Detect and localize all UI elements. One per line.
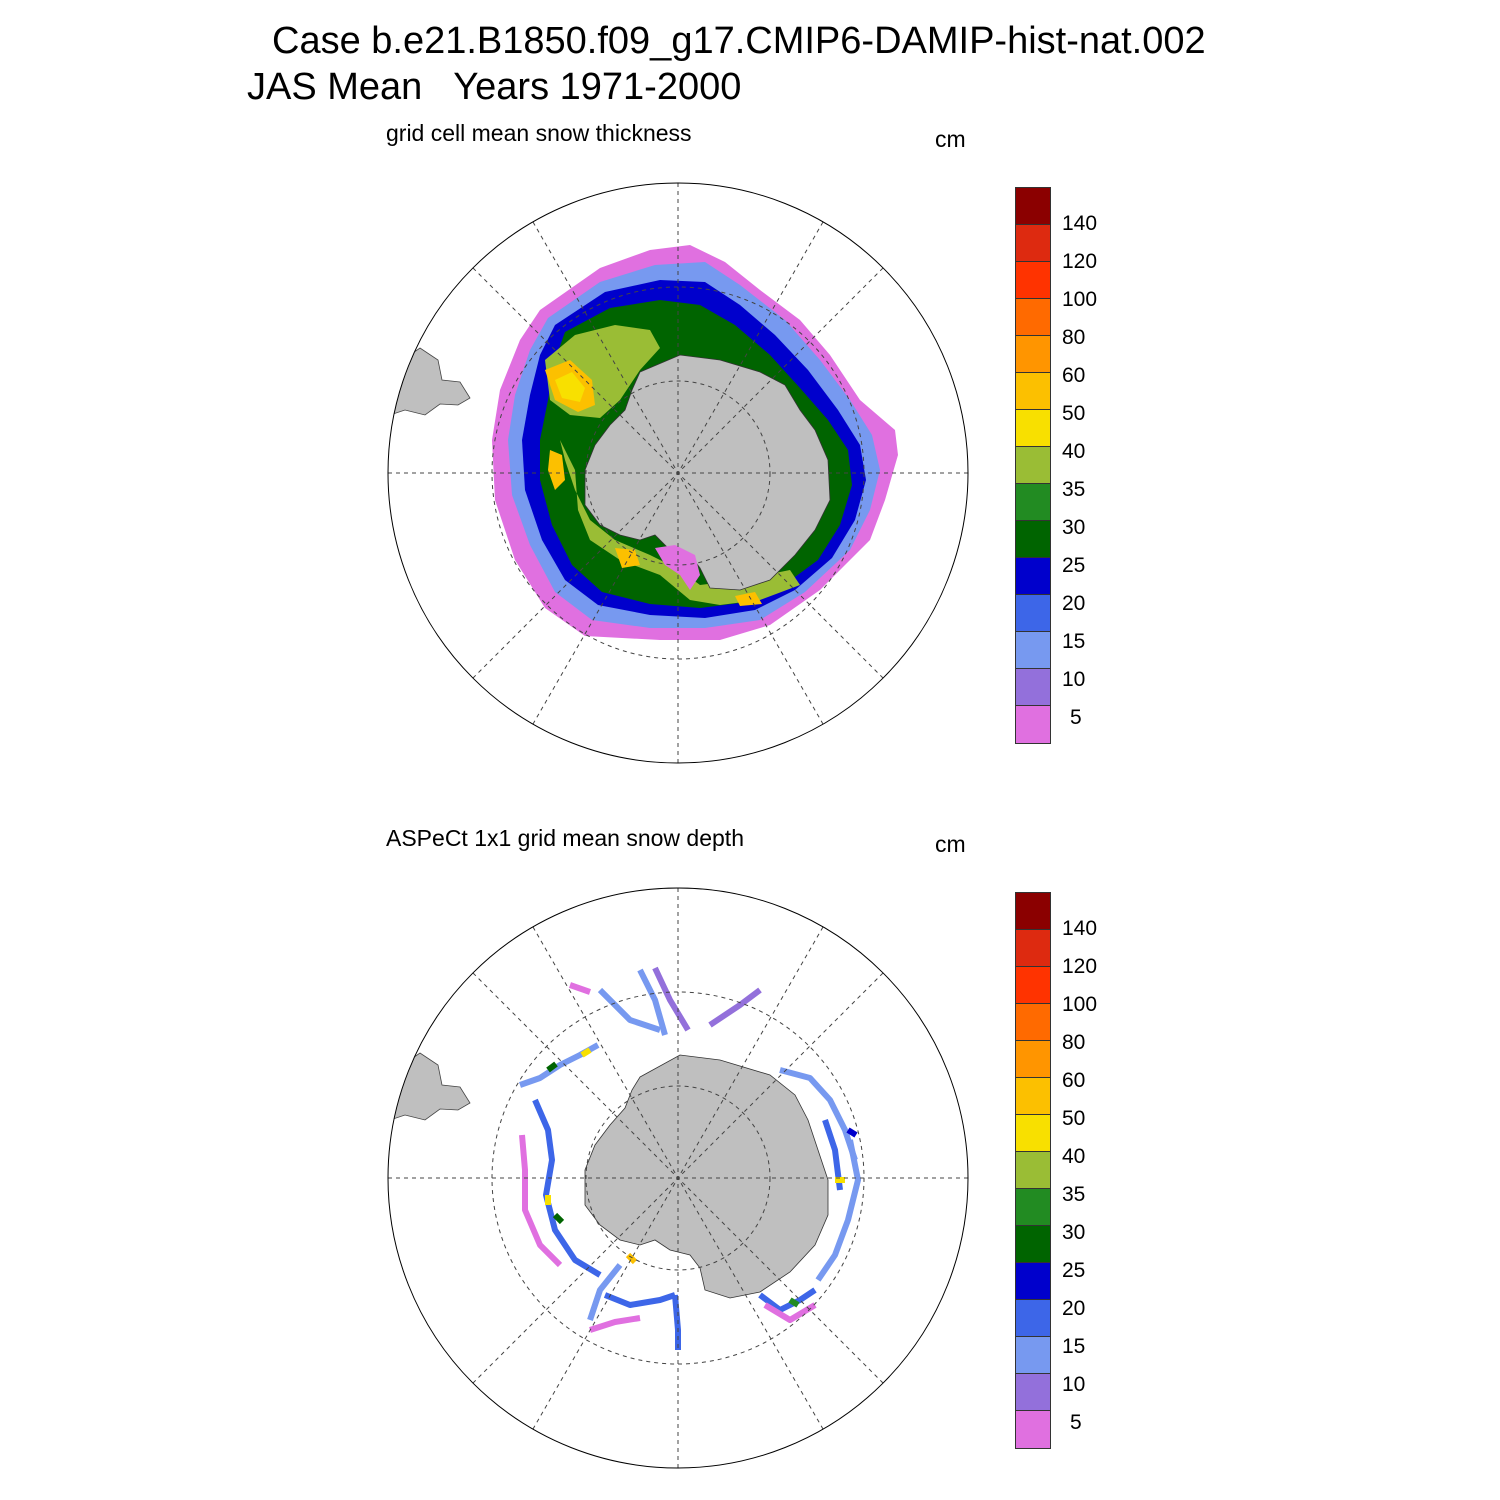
colorbar-tick-label: 20	[1062, 592, 1086, 615]
ice-band-45cm-b	[555, 372, 585, 402]
colorbar-tick-label: 50	[1062, 1107, 1086, 1130]
figure-title: Case b.e21.B1850.f09_g17.CMIP6-DAMIP-his…	[272, 20, 1206, 62]
south-america-land	[388, 347, 471, 416]
colorbar-tick-label: 120	[1062, 955, 1098, 978]
colorbar-segment	[1016, 1411, 1050, 1448]
colorbar-segment	[1016, 1078, 1050, 1115]
colorbar-segment	[1016, 706, 1050, 743]
colorbar-tick-label: 80	[1062, 326, 1086, 349]
colorbar-tick-label: 30	[1062, 1221, 1086, 1244]
colorbar-tick-label: 5	[1070, 1411, 1082, 1434]
colorbar-tick-label: 35	[1062, 478, 1086, 501]
colorbar-tick-label: 50	[1062, 402, 1086, 425]
bottom-panel-title: ASPeCt 1x1 grid mean snow depth	[386, 825, 744, 851]
colorbar-tick-label: 10	[1062, 668, 1086, 691]
figure-subtitle: JAS Mean Years 1971-2000	[247, 66, 742, 108]
colorbar-segment	[1016, 1152, 1050, 1189]
colorbar-tick-label: 60	[1062, 1069, 1086, 1092]
colorbar-segment	[1016, 1004, 1050, 1041]
colorbar-tick-label: 140	[1062, 212, 1098, 235]
colorbar-segment	[1016, 410, 1050, 447]
colorbar-segment	[1016, 262, 1050, 299]
colorbar-segment	[1016, 632, 1050, 669]
colorbar-segment	[1016, 336, 1050, 373]
colorbar-segment	[1016, 1226, 1050, 1263]
colorbar-tick-label: 60	[1062, 364, 1086, 387]
colorbar-tick-label: 20	[1062, 1297, 1086, 1320]
top-panel-title: grid cell mean snow thickness	[386, 120, 692, 146]
top-map	[388, 183, 968, 763]
colorbar-segment	[1016, 669, 1050, 706]
top-map-boundary	[387, 182, 969, 764]
bottom-map-boundary	[387, 887, 969, 1469]
colorbar-tick-label: 40	[1062, 440, 1086, 463]
colorbar-segment	[1016, 225, 1050, 262]
colorbar-tick-label: 15	[1062, 630, 1086, 653]
colorbar-segment	[1016, 1374, 1050, 1411]
antarctica-land-b	[584, 1054, 829, 1299]
colorbar-tick-label: 140	[1062, 917, 1098, 940]
graticule-b	[388, 888, 968, 1468]
graticule	[388, 183, 968, 763]
colorbar-segment	[1016, 595, 1050, 632]
top-colorbar	[1015, 187, 1051, 744]
colorbar-tick-label: 15	[1062, 1335, 1086, 1358]
colorbar-segment	[1016, 893, 1050, 930]
top-panel-unit: cm	[935, 126, 966, 152]
colorbar-segment	[1016, 967, 1050, 1004]
colorbar-tick-label: 35	[1062, 1183, 1086, 1206]
colorbar-segment	[1016, 1115, 1050, 1152]
colorbar-segment	[1016, 558, 1050, 595]
colorbar-segment	[1016, 373, 1050, 410]
ice-band-45cm-c	[548, 450, 565, 490]
antarctica-land	[584, 354, 831, 591]
colorbar-tick-label: 5	[1070, 706, 1082, 729]
south-america-land-b	[388, 1052, 471, 1121]
colorbar-segment	[1016, 299, 1050, 336]
colorbar-segment	[1016, 521, 1050, 558]
colorbar-tick-label: 40	[1062, 1145, 1086, 1168]
colorbar-segment	[1016, 484, 1050, 521]
colorbar-tick-label: 120	[1062, 250, 1098, 273]
bottom-map	[388, 888, 968, 1468]
colorbar-tick-label: 25	[1062, 554, 1086, 577]
colorbar-segment	[1016, 188, 1050, 225]
colorbar-tick-label: 100	[1062, 288, 1098, 311]
colorbar-segment	[1016, 1300, 1050, 1337]
colorbar-tick-label: 25	[1062, 1259, 1086, 1282]
ice-band-45cm-d	[615, 548, 640, 568]
colorbar-tick-label: 80	[1062, 1031, 1086, 1054]
colorbar-tick-label: 30	[1062, 516, 1086, 539]
ice-band-45cm-e	[735, 592, 762, 606]
colorbar-segment	[1016, 1189, 1050, 1226]
colorbar-segment	[1016, 447, 1050, 484]
colorbar-tick-label: 10	[1062, 1373, 1086, 1396]
bottom-panel-unit: cm	[935, 831, 966, 857]
colorbar-segment	[1016, 1263, 1050, 1300]
colorbar-segment	[1016, 930, 1050, 967]
colorbar-tick-label: 100	[1062, 993, 1098, 1016]
bottom-colorbar	[1015, 892, 1051, 1449]
colorbar-segment	[1016, 1337, 1050, 1374]
colorbar-segment	[1016, 1041, 1050, 1078]
